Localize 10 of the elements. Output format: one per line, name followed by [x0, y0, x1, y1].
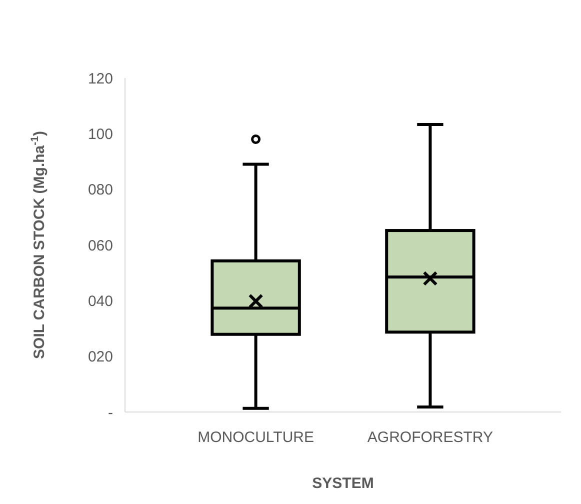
x-axis-title: SYSTEM: [312, 475, 374, 492]
y-tick-label: 020: [88, 348, 113, 366]
x-tick-label: AGROFORESTRY: [367, 429, 493, 446]
y-tick-label: 120: [88, 70, 113, 88]
y-tick-label: -: [108, 404, 113, 422]
x-tick-label: MONOCULTURE: [198, 429, 314, 446]
y-tick-label: 080: [88, 182, 113, 199]
y-tick-label: 100: [88, 126, 113, 143]
y-tick-label: 040: [88, 292, 113, 310]
y-tick-label: 060: [88, 237, 113, 254]
